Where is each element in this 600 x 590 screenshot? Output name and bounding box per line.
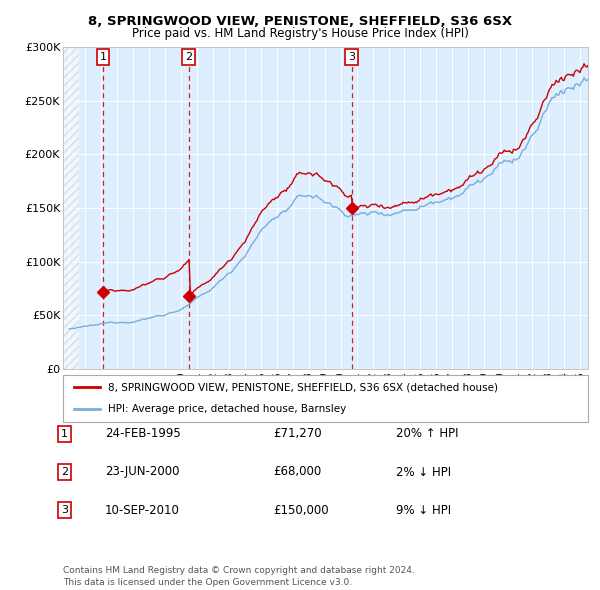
Text: 9% ↓ HPI: 9% ↓ HPI <box>396 504 451 517</box>
Text: 20% ↑ HPI: 20% ↑ HPI <box>396 427 458 440</box>
Text: Price paid vs. HM Land Registry's House Price Index (HPI): Price paid vs. HM Land Registry's House … <box>131 27 469 40</box>
Bar <box>61 47 79 369</box>
Text: 1: 1 <box>61 429 68 438</box>
FancyBboxPatch shape <box>63 375 588 422</box>
Text: 3: 3 <box>348 52 355 62</box>
Text: HPI: Average price, detached house, Barnsley: HPI: Average price, detached house, Barn… <box>107 404 346 414</box>
Text: 8, SPRINGWOOD VIEW, PENISTONE, SHEFFIELD, S36 6SX (detached house): 8, SPRINGWOOD VIEW, PENISTONE, SHEFFIELD… <box>107 382 497 392</box>
Text: 10-SEP-2010: 10-SEP-2010 <box>105 504 180 517</box>
Text: £150,000: £150,000 <box>273 504 329 517</box>
Text: 2: 2 <box>61 467 68 477</box>
Text: 23-JUN-2000: 23-JUN-2000 <box>105 466 179 478</box>
Bar <box>61 47 79 369</box>
Text: 1: 1 <box>100 52 107 62</box>
Text: £68,000: £68,000 <box>273 466 321 478</box>
Text: Contains HM Land Registry data © Crown copyright and database right 2024.
This d: Contains HM Land Registry data © Crown c… <box>63 566 415 587</box>
Text: £71,270: £71,270 <box>273 427 322 440</box>
Text: 2: 2 <box>185 52 192 62</box>
Bar <box>61 47 79 369</box>
Text: 2% ↓ HPI: 2% ↓ HPI <box>396 466 451 478</box>
Text: 8, SPRINGWOOD VIEW, PENISTONE, SHEFFIELD, S36 6SX: 8, SPRINGWOOD VIEW, PENISTONE, SHEFFIELD… <box>88 15 512 28</box>
Text: 24-FEB-1995: 24-FEB-1995 <box>105 427 181 440</box>
Text: 3: 3 <box>61 506 68 515</box>
